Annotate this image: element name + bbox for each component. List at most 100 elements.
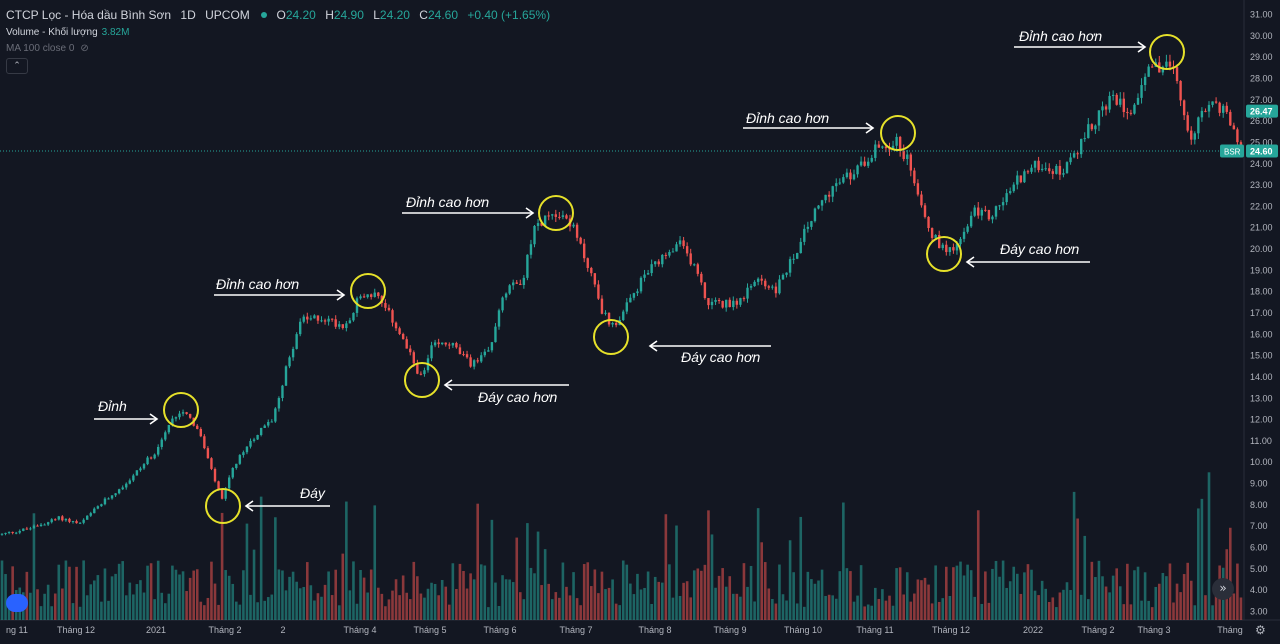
volume-bar: [1211, 605, 1214, 620]
candle-body: [515, 282, 518, 284]
gear-icon[interactable]: ⚙: [1255, 623, 1266, 637]
volume-bar: [636, 573, 639, 620]
candle-body: [529, 244, 533, 255]
candle-body: [412, 352, 415, 364]
volume-bar: [650, 603, 653, 620]
volume-bar: [149, 563, 153, 620]
volume-bar: [1090, 561, 1094, 620]
volume-bar: [888, 595, 891, 620]
candle-body: [614, 322, 618, 326]
x-tick-label: 2021: [146, 625, 166, 635]
candle-body: [68, 518, 71, 522]
candle-body: [164, 432, 167, 440]
candle-body: [4, 532, 7, 534]
volume-bar: [657, 581, 661, 620]
peak-marker-circle: [880, 115, 916, 151]
volume-bar: [692, 570, 696, 620]
candle-body: [668, 251, 671, 256]
candle-body: [845, 172, 849, 178]
volume-bar: [533, 573, 536, 620]
volume-bar: [448, 604, 451, 620]
candle-body: [25, 528, 29, 530]
volume-bar: [859, 565, 863, 620]
candle-body: [898, 136, 902, 151]
candle-body: [998, 205, 1001, 207]
candle-body: [242, 452, 245, 456]
candle-body: [455, 343, 458, 348]
volume-bar: [902, 594, 905, 620]
candle-body: [877, 144, 881, 148]
volume-bar: [1140, 600, 1143, 620]
candle-body: [959, 238, 962, 245]
candle-body: [267, 421, 270, 426]
chevron-up-icon[interactable]: ⌃: [6, 58, 28, 74]
volume-bar: [497, 605, 501, 620]
candle-body: [593, 273, 597, 285]
volume-bar: [1023, 572, 1026, 620]
volume-bar: [1069, 590, 1072, 620]
candle-body: [1232, 125, 1236, 130]
volume-bar: [952, 567, 955, 620]
scroll-forward-icon[interactable]: »: [1212, 578, 1234, 600]
candle-body: [760, 278, 763, 281]
candle-body: [1026, 171, 1030, 173]
volume-bar: [188, 577, 192, 620]
volume-bar: [1079, 594, 1083, 620]
ma-legend[interactable]: MA 100 close 0 ⊘: [6, 43, 89, 54]
interval-label[interactable]: 1D: [180, 8, 196, 22]
candle-body: [1236, 129, 1239, 143]
volume-bar: [213, 583, 217, 620]
candle-body: [1044, 168, 1047, 170]
volume-bar: [295, 581, 298, 620]
candle-body: [643, 274, 646, 278]
candle-body: [153, 454, 156, 459]
candle-body: [1122, 98, 1125, 112]
candle-body: [352, 312, 355, 321]
volume-bar: [920, 580, 923, 620]
candle-body: [977, 207, 980, 216]
volume-bar: [302, 587, 306, 620]
candle-body: [632, 293, 636, 298]
volume-bar: [156, 560, 160, 620]
candle-body: [1119, 98, 1122, 105]
volume-bar: [337, 605, 341, 620]
candle-body: [465, 354, 469, 358]
volume-bar: [1182, 574, 1186, 620]
candle-body: [50, 519, 53, 523]
volume-bar: [905, 572, 909, 620]
volume-bar: [440, 579, 444, 620]
volume-bar: [1239, 597, 1243, 620]
candle-body: [693, 264, 696, 266]
candle-body: [934, 234, 937, 238]
candle-body: [682, 240, 685, 247]
candle-body: [813, 208, 817, 222]
volume-bar: [355, 603, 359, 620]
volume-bar: [866, 604, 870, 620]
volume-legend[interactable]: Volume - Khối lượng 3.82M: [6, 27, 129, 38]
candle-body: [867, 161, 870, 166]
eye-off-icon[interactable]: ⊘: [80, 43, 89, 54]
candle-body: [323, 320, 327, 322]
volume-bar: [504, 579, 508, 620]
candle-body: [771, 286, 774, 288]
candle-body: [1211, 101, 1214, 105]
volume-bar: [1047, 601, 1051, 620]
tradingview-logo-icon[interactable]: [6, 594, 28, 612]
open-value: 24.20: [285, 8, 316, 22]
candle-body: [1019, 175, 1023, 183]
candle-body: [835, 183, 838, 187]
volume-bar: [1143, 572, 1147, 620]
volume-bar: [593, 569, 597, 620]
candle-body: [362, 296, 366, 298]
candle-body: [874, 144, 877, 158]
symbol-title[interactable]: CTCP Lọc - Hóa dầu Bình Sơn: [6, 8, 172, 22]
volume-bar: [359, 569, 362, 620]
candle-body: [501, 297, 504, 311]
candle-body: [117, 489, 121, 494]
candle-body: [1197, 117, 1200, 134]
volume-bar: [664, 514, 668, 620]
candle-body: [316, 315, 320, 321]
volume-bar: [838, 571, 842, 620]
volume-bar: [316, 593, 320, 620]
